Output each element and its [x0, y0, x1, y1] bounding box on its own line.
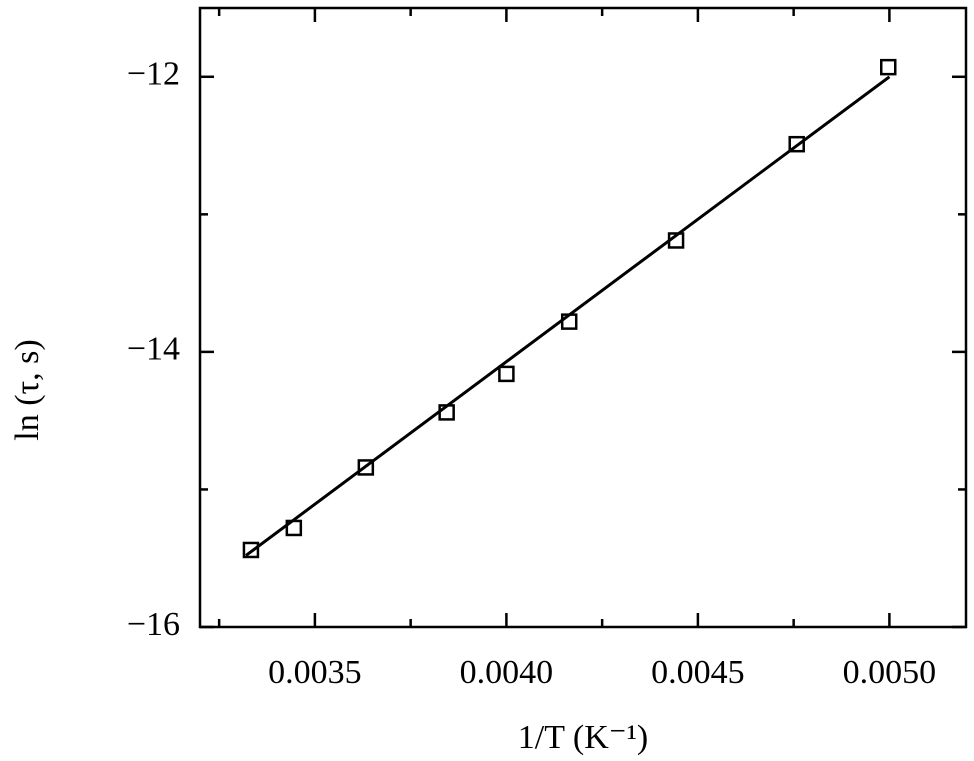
x-tick-label: 0.0045: [651, 654, 745, 691]
x-tick-label: 0.0035: [268, 654, 362, 691]
x-axis-label: 1/T (K⁻¹): [518, 719, 648, 756]
x-tick-label: 0.0040: [460, 654, 554, 691]
x-tick-label: 0.0050: [843, 654, 937, 691]
y-tick-label: −14: [127, 331, 180, 368]
y-axis-label: ln (τ, s): [9, 339, 46, 441]
y-tick-label: −16: [127, 606, 180, 643]
fit-line: [245, 75, 891, 557]
data-point: [880, 58, 897, 76]
plot-frame: [198, 6, 968, 629]
data-point: [498, 365, 515, 383]
y-tick-label: −12: [127, 56, 180, 93]
